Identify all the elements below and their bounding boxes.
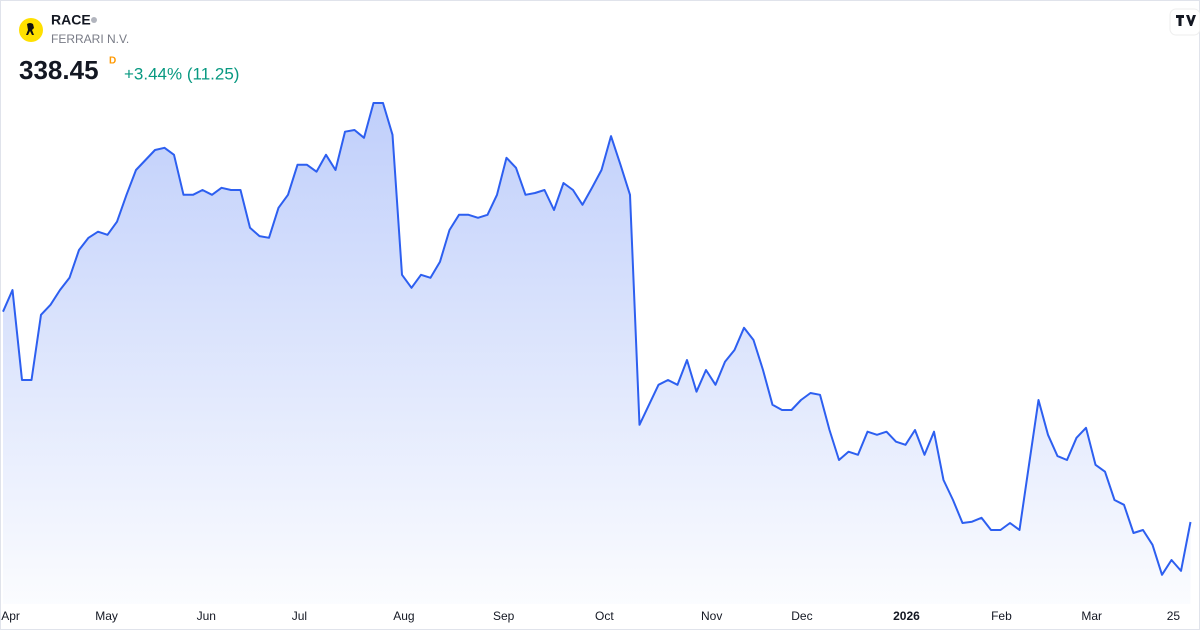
status-dot (91, 17, 97, 23)
price: 338.45 (19, 55, 99, 85)
x-tick-label: 25 (1167, 609, 1181, 623)
tv-logo-box[interactable] (1169, 8, 1200, 36)
x-tick-label: Jun (197, 609, 216, 623)
x-tick-label: Sep (493, 609, 515, 623)
logo-horse (26, 23, 34, 35)
x-tick-label: 2026 (893, 609, 920, 623)
tv-logo[interactable] (1176, 15, 1196, 26)
change: +3.44% (11.25) (124, 64, 239, 83)
x-tick-label: Jul (292, 609, 307, 623)
x-tick-label: Oct (595, 609, 614, 623)
x-tick-label: Nov (701, 609, 722, 623)
plot (2, 102, 1192, 604)
price-line (2, 102, 1192, 576)
x-tick-label: Aug (393, 609, 414, 623)
x-tick-label: Feb (991, 609, 1012, 623)
x-tick-label: Apr (1, 609, 20, 623)
x-tick-label: May (95, 609, 118, 623)
symbol: RACE (51, 12, 91, 28)
badge: D (109, 56, 116, 67)
x-tick-label: Dec (791, 609, 812, 623)
x-tick-label: Mar (1081, 609, 1102, 623)
company-name: FERRARI N.V. (51, 32, 129, 46)
area-fill (3, 103, 1191, 604)
